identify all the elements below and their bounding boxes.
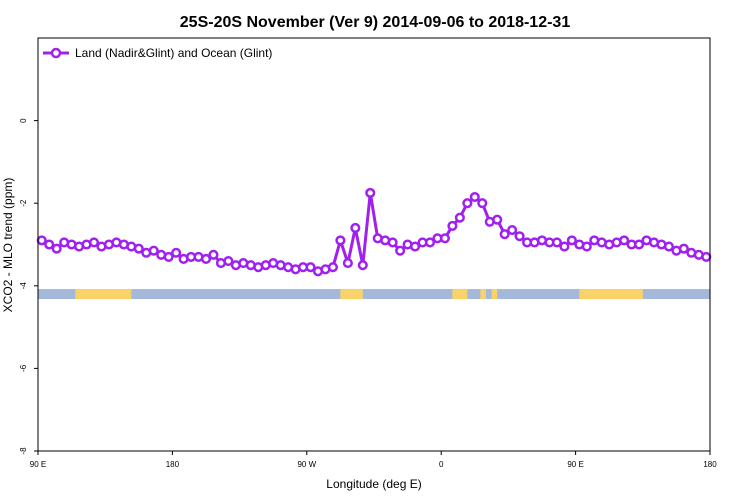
chart-title: 25S-20S November (Ver 9) 2014-09-06 to 2…	[180, 14, 571, 31]
data-point	[365, 187, 376, 198]
land-band-segment	[452, 289, 468, 300]
data-point	[335, 235, 346, 246]
data-point	[350, 222, 361, 234]
surface-band	[38, 289, 710, 300]
y-tick-label: -6	[19, 364, 28, 372]
data-point	[581, 241, 592, 252]
y-axis-label: XCO2 - MLO trend (ppm)	[1, 178, 15, 313]
data-point	[305, 262, 316, 273]
y-axis: 0 -2 -4 -6 -8	[19, 118, 38, 455]
data-point	[133, 243, 144, 254]
legend-label: Land (Nadir&Glint) and Ocean (Glint)	[75, 46, 272, 60]
data-point	[447, 220, 458, 231]
data-point	[148, 245, 159, 256]
data-point	[619, 235, 630, 246]
data-point	[410, 241, 421, 252]
ocean-band	[38, 289, 710, 300]
data-point	[171, 247, 182, 258]
data-point	[566, 235, 577, 246]
land-band-segment	[75, 289, 132, 300]
data-point	[663, 241, 674, 252]
data-point	[514, 231, 525, 242]
data-point	[163, 251, 174, 262]
land-band-segment	[340, 289, 363, 300]
legend: Land (Nadir&Glint) and Ocean (Glint)	[43, 46, 272, 60]
land-band-segment	[579, 289, 643, 300]
data-point	[200, 253, 212, 265]
data-point	[678, 243, 689, 254]
land-band-segment	[491, 289, 498, 300]
data-point	[88, 237, 100, 248]
x-tick-label: 180	[703, 460, 717, 469]
data-point	[454, 212, 465, 223]
data-point	[357, 260, 368, 271]
land-band-segment	[480, 289, 486, 300]
series-line-layer	[40, 191, 707, 273]
y-tick-label: 0	[19, 118, 28, 123]
x-axis: 90 E 180 90 W 0 90 E 180	[30, 451, 717, 469]
data-point	[439, 233, 450, 244]
y-tick-label: -2	[19, 199, 28, 207]
data-point	[477, 198, 488, 209]
x-tick-label: 90 W	[297, 460, 316, 469]
data-point	[223, 255, 234, 267]
data-point	[387, 237, 398, 248]
data-point	[342, 258, 353, 269]
data-point	[499, 229, 510, 240]
x-tick-label: 90 E	[30, 460, 46, 469]
data-point	[507, 224, 518, 236]
data-point	[327, 262, 338, 273]
y-tick-label: -8	[19, 447, 28, 455]
plot-frame	[37, 37, 711, 452]
data-point	[208, 249, 219, 260]
series-line	[40, 191, 707, 273]
x-tick-label: 90 E	[567, 460, 583, 469]
data-point	[551, 237, 562, 248]
data-point	[492, 214, 503, 225]
data-point	[44, 239, 55, 250]
data-point	[51, 243, 62, 254]
data-point	[462, 198, 473, 209]
data-point	[701, 251, 712, 262]
series-points-layer	[36, 187, 712, 277]
data-point	[559, 241, 570, 252]
data-point	[634, 239, 645, 250]
x-tick-label: 180	[166, 460, 180, 469]
legend-marker-swatch	[50, 47, 62, 59]
y-tick-label: -4	[19, 282, 28, 290]
data-point	[395, 245, 406, 256]
x-tick-label: 0	[439, 460, 444, 469]
data-point	[424, 237, 436, 248]
x-axis-label: Longitude (deg E)	[326, 477, 421, 491]
data-point	[469, 191, 480, 203]
